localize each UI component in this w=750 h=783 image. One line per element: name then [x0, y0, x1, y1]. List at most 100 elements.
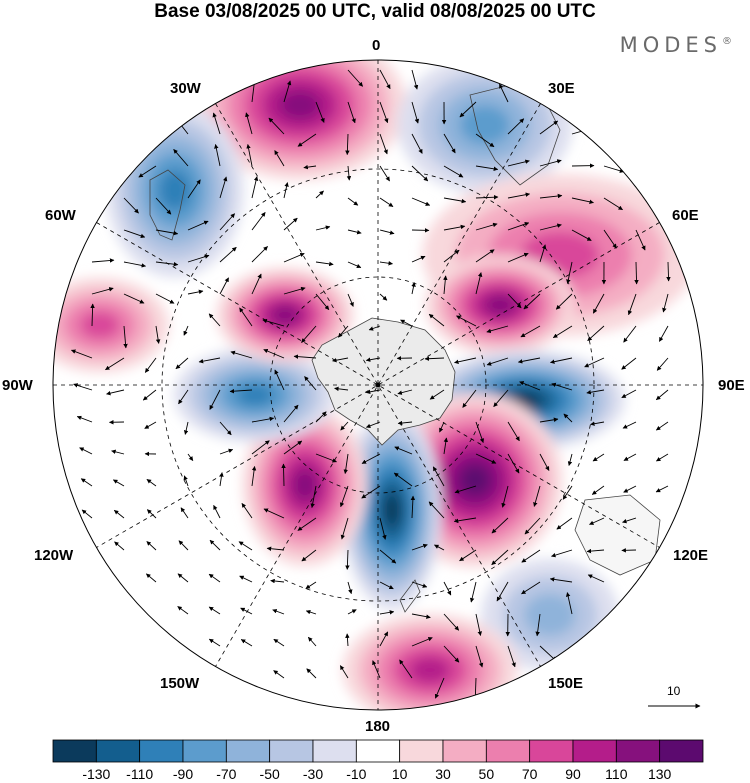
wind-vector [281, 463, 286, 487]
wind-vector [283, 80, 292, 103]
wind-vector [214, 144, 221, 167]
colorbar-tick-label: 10 [391, 766, 408, 782]
wind-vector [251, 176, 259, 199]
colorbar-tick-label: 30 [435, 766, 451, 782]
wind-vector [622, 517, 637, 524]
wind-vector [539, 120, 559, 135]
wind-vector [533, 485, 541, 507]
wind-vector [411, 613, 431, 619]
wind-vector [178, 540, 189, 551]
wind-vector [123, 261, 147, 268]
wind-vector [219, 277, 229, 295]
wind-vector [238, 541, 253, 551]
wind-vector [443, 645, 460, 663]
wind-vector [332, 357, 349, 363]
wind-vector [347, 293, 354, 307]
wind-vector [587, 325, 605, 342]
colorbar-swatch [95, 739, 141, 763]
wind-vector [283, 286, 306, 295]
wind-vector [475, 272, 483, 295]
wind-vector [379, 165, 390, 182]
wind-vector [589, 517, 605, 525]
wind-vector [379, 631, 389, 647]
wind-vector [144, 357, 157, 373]
wind-vector [347, 101, 356, 124]
wind-vector [251, 273, 262, 295]
wind-vector [411, 101, 420, 124]
wind-vector [183, 421, 189, 435]
wind-vector [310, 485, 317, 509]
wind-vector [345, 633, 350, 647]
wind-vector [634, 261, 639, 285]
wind-vector [273, 670, 285, 679]
wind-vector [399, 659, 413, 679]
wind-vector [439, 421, 445, 433]
wind-vector [563, 413, 573, 423]
wind-vector [379, 517, 387, 540]
label-90e: 90E [718, 377, 745, 394]
wind-vector [245, 112, 253, 135]
wind-vector [297, 517, 317, 531]
wind-vector [73, 383, 93, 391]
wind-vector [571, 229, 592, 241]
colorbar-tick-label: -110 [126, 766, 154, 782]
wind-vector [521, 581, 541, 595]
wind-vector [251, 212, 266, 231]
wind-vector [443, 165, 464, 178]
wind-vector [347, 69, 364, 87]
wind-vector [315, 101, 325, 123]
anomaly-contour-pink-0 [279, 90, 321, 120]
wind-vector [521, 549, 541, 563]
anomaly-contour-pink-180 [409, 657, 451, 683]
wind-vector [623, 453, 637, 461]
wind-vector [443, 581, 452, 596]
label-60w: 60W [45, 207, 76, 224]
colorbar-tick-label: -130 [82, 766, 111, 782]
wind-vector [655, 485, 669, 493]
wind-vector [551, 549, 573, 558]
wind-vector [283, 217, 298, 231]
colorbar-swatch [269, 739, 314, 763]
wind-vector [411, 637, 433, 647]
wind-vector [219, 472, 224, 487]
wind-vector [603, 229, 617, 249]
wind-vector [507, 421, 520, 442]
wind-vector [539, 223, 562, 231]
wind-vector [591, 485, 605, 495]
colorbar-swatch [182, 739, 227, 763]
wind-vector [315, 261, 334, 267]
wind-vector [443, 224, 466, 231]
wind-vector [365, 389, 381, 395]
wind-vector [539, 244, 547, 263]
wind-vector [305, 581, 317, 589]
wind-vector [453, 517, 477, 524]
wind-vector [361, 453, 381, 464]
wind-vector [338, 325, 349, 338]
new-zealand-land [399, 579, 421, 613]
wind-vector [397, 420, 413, 426]
wind-vector [219, 421, 232, 436]
wind-vector [397, 389, 413, 395]
wind-vector [551, 382, 573, 391]
wind-vector [549, 577, 573, 583]
wind-vector [432, 466, 445, 487]
map-title: Base 03/08/2025 00 UTC, valid 08/08/2025… [154, 1, 596, 22]
wind-vector [491, 517, 509, 534]
label-90w: 90W [2, 377, 33, 394]
wind-vector [123, 293, 145, 304]
wind-vector [603, 165, 625, 173]
wind-vector [622, 421, 637, 429]
wind-vector [105, 357, 125, 371]
wind-vector [212, 112, 221, 135]
wind-vector [443, 275, 448, 295]
wind-vector [301, 549, 317, 562]
wind-vector [187, 220, 209, 231]
wind-vector [379, 229, 395, 235]
reference-vector-label: 10 [667, 684, 681, 698]
wind-vector [347, 229, 362, 235]
wind-vector [623, 485, 637, 493]
wind-vector [501, 485, 509, 508]
wind-vector [113, 509, 125, 519]
colorbar-swatch [659, 739, 704, 763]
